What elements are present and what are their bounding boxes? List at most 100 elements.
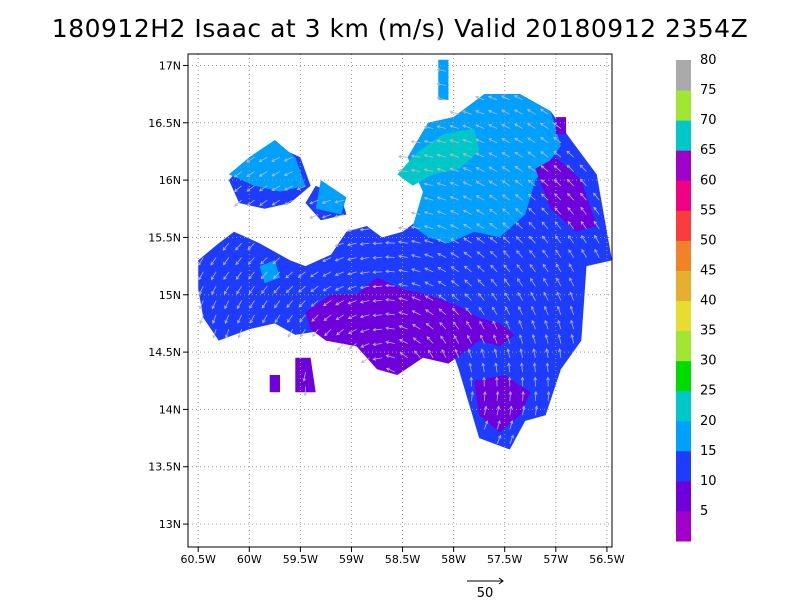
wind-vector [494, 349, 498, 358]
wind-vector [335, 257, 344, 261]
wind-vector-head [223, 276, 227, 281]
wind-vector [521, 363, 523, 373]
wind-vector [398, 155, 408, 158]
wind-vector-head [477, 265, 481, 269]
wind-vector-head [450, 280, 455, 284]
wind-vector-head [488, 194, 493, 199]
wind-vector [501, 95, 511, 101]
wind-vector [224, 300, 230, 309]
wind-vector-head [246, 159, 250, 163]
wind-vector-head [437, 280, 442, 285]
wind-vector-head [490, 264, 494, 269]
colorbar-swatch [676, 330, 691, 362]
wind-vector [581, 249, 587, 258]
wind-vector [398, 297, 408, 301]
wind-vector [476, 181, 485, 187]
wind-vector-head [248, 275, 252, 280]
wind-vector-head [514, 151, 519, 156]
wind-vector [568, 235, 575, 244]
wind-vector [518, 320, 523, 330]
wind-vector [424, 211, 434, 215]
wind-vector [310, 285, 319, 292]
wind-vector [236, 300, 242, 309]
wind-vector-head [297, 274, 302, 278]
wind-vector-head [463, 265, 468, 270]
wind-vector-head [436, 139, 441, 143]
wind-vector [385, 313, 395, 316]
wind-vector [518, 306, 523, 316]
wind-vector [424, 267, 434, 273]
wind-vector-head [271, 173, 276, 177]
wind-vector-head [411, 296, 416, 300]
wind-vector-head [554, 221, 559, 225]
wind-vector-head [398, 325, 403, 329]
wind-vector-head [321, 215, 326, 219]
wind-vector [303, 372, 306, 382]
wind-vector [248, 285, 255, 294]
wind-vector-head [347, 257, 351, 261]
wind-vector-head [427, 349, 432, 354]
wind-vector [373, 328, 383, 331]
wind-vector [437, 97, 447, 101]
wind-vector-head [372, 270, 377, 274]
wind-vector [236, 285, 242, 294]
wind-vector-head [491, 306, 496, 311]
wind-vector [505, 306, 511, 316]
wind-vector-head [554, 193, 558, 197]
colorbar-swatch [676, 480, 691, 512]
wind-vector [569, 292, 575, 301]
wind-vector-head [235, 276, 240, 280]
wind-vector [478, 307, 485, 316]
wind-vector [580, 178, 587, 187]
wind-vector [426, 323, 434, 330]
wind-vector [502, 222, 511, 230]
wind-vector [437, 168, 447, 172]
x-tick-label: 57W [543, 553, 568, 566]
wind-vector [399, 339, 408, 344]
wind-vector [527, 137, 536, 144]
wind-vector-head [503, 278, 508, 283]
wind-vector-head [398, 339, 403, 343]
wind-vector-head [410, 154, 415, 158]
colorbar: 5 10 15 20 25 30 35 40 45 50 55 60 65 70 75 80 [676, 53, 717, 542]
wind-vector-head [489, 250, 494, 255]
wind-vector-head [439, 321, 443, 326]
wind-vector [462, 125, 472, 129]
wind-vector-head [423, 210, 428, 215]
wind-vector [501, 166, 511, 172]
wind-vector [274, 300, 281, 308]
wind-vector [310, 271, 319, 278]
wind-vector [324, 328, 332, 336]
wind-vector-head [507, 362, 511, 367]
wind-vector-head [531, 319, 535, 324]
wind-vector [527, 165, 536, 172]
wind-vector-head [397, 254, 402, 259]
data-layer [198, 59, 612, 450]
wind-vector [533, 348, 536, 358]
y-tick-label: 16N [159, 174, 181, 187]
wind-vector [527, 151, 536, 158]
wind-vector-head [298, 303, 303, 308]
wind-vector-head [423, 168, 428, 172]
wind-vector [496, 420, 501, 430]
wind-vector [451, 266, 459, 273]
wind-vector-head [531, 334, 536, 338]
wind-vector-head [502, 208, 506, 212]
wind-vector-head [222, 247, 227, 251]
wind-vector-head [477, 279, 482, 283]
wind-vector [567, 193, 574, 201]
wind-vector-head [540, 137, 544, 141]
wind-vector [373, 300, 383, 302]
scale-label: 50 [477, 586, 494, 600]
wind-vector-head [246, 188, 251, 192]
wind-vector [489, 180, 498, 187]
wind-vector [568, 249, 575, 258]
wind-vector [385, 285, 395, 287]
wind-vector-head [543, 291, 547, 296]
wind-vector-head [224, 305, 228, 310]
wind-vector [492, 306, 498, 316]
wind-vector-head [568, 249, 572, 253]
wind-vector-head [567, 192, 571, 197]
wind-vector-head [501, 109, 505, 113]
